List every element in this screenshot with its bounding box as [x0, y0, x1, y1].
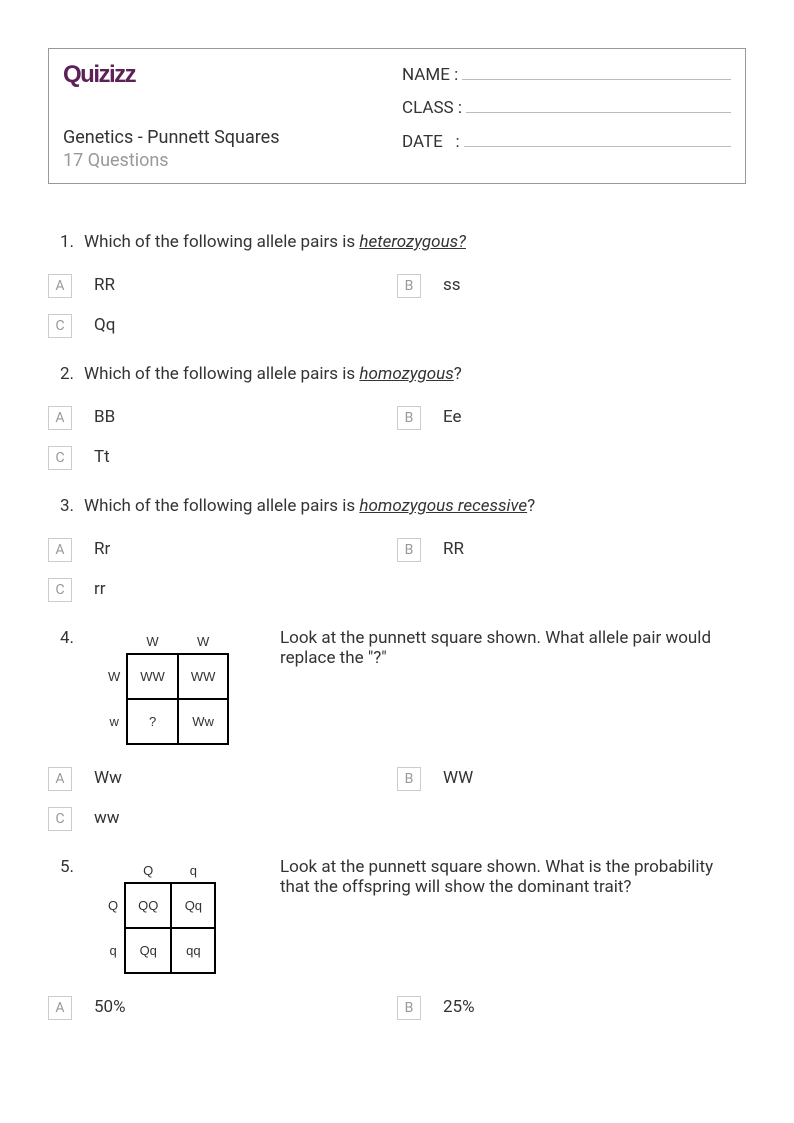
choice-a[interactable]: A Rr: [48, 538, 397, 562]
choice-text: ss: [443, 274, 461, 295]
choice-text: ww: [94, 807, 120, 828]
quizizz-logo: Quizizz: [63, 61, 392, 89]
question-text: Which of the following allele pairs is h…: [84, 232, 746, 252]
choice-b[interactable]: B Ee: [397, 406, 746, 430]
question-text: Look at the punnett square shown. What a…: [280, 628, 746, 745]
choice-text: Ww: [94, 767, 122, 788]
choice-text: rr: [94, 578, 106, 599]
choice-c[interactable]: C Tt: [48, 446, 397, 470]
question-2: 2. Which of the following allele pairs i…: [48, 364, 746, 470]
choice-letter: A: [48, 406, 72, 430]
choice-text: Ee: [443, 406, 462, 427]
choice-letter: A: [48, 767, 72, 791]
choice-a[interactable]: A Ww: [48, 767, 397, 791]
class-field: CLASS :: [402, 95, 731, 119]
worksheet-title: Genetics - Punnett Squares: [63, 127, 392, 148]
choice-letter: A: [48, 996, 72, 1020]
choice-text: Tt: [94, 446, 110, 467]
choice-letter: B: [397, 767, 421, 791]
choice-a[interactable]: A RR: [48, 274, 397, 298]
choice-letter: B: [397, 274, 421, 298]
question-5: 5. Qq QQQQq qQqqq Look at the punnett sq…: [48, 857, 746, 1020]
question-text: Which of the following allele pairs is h…: [84, 496, 746, 516]
question-3: 3. Which of the following allele pairs i…: [48, 496, 746, 602]
choice-text: RR: [94, 274, 115, 295]
choice-b[interactable]: Bss: [397, 274, 746, 298]
choice-letter: B: [397, 406, 421, 430]
question-1: 1. Which of the following allele pairs i…: [48, 232, 746, 338]
choice-text: 50%: [94, 996, 126, 1017]
choice-a[interactable]: A BB: [48, 406, 397, 430]
name-label: NAME :: [402, 65, 458, 85]
choice-text: Rr: [94, 538, 110, 559]
choice-letter: B: [397, 996, 421, 1020]
choice-text: 25%: [443, 996, 475, 1017]
question-number: 4.: [48, 628, 84, 745]
question-number: 5.: [48, 857, 84, 974]
choice-letter: A: [48, 274, 72, 298]
choice-letter: B: [397, 538, 421, 562]
date-label: DATE :: [402, 132, 460, 152]
question-number: 3.: [48, 496, 84, 516]
date-field: DATE :: [402, 128, 731, 152]
choice-b[interactable]: B RR: [397, 538, 746, 562]
choice-b[interactable]: B 25%: [397, 996, 746, 1020]
name-field: NAME :: [402, 61, 731, 85]
question-number: 1.: [48, 232, 84, 252]
choice-text: WW: [443, 767, 473, 788]
class-label: CLASS :: [402, 98, 462, 118]
question-4: 4. WW WWWWW w?Ww Look at the punnett squ…: [48, 628, 746, 831]
question-text: Look at the punnett square shown. What i…: [280, 857, 746, 974]
choice-letter: C: [48, 446, 72, 470]
choice-c[interactable]: C Qq: [48, 314, 397, 338]
question-number: 2.: [48, 364, 84, 384]
class-input-line[interactable]: [466, 95, 731, 114]
choice-text: BB: [94, 406, 115, 427]
choice-c[interactable]: Crr: [48, 578, 397, 602]
choice-letter: A: [48, 538, 72, 562]
name-input-line[interactable]: [462, 61, 731, 80]
choice-text: RR: [443, 538, 464, 559]
question-text: Which of the following allele pairs is h…: [84, 364, 746, 384]
choice-letter: C: [48, 578, 72, 602]
punnett-square-image: Qq QQQQq qQqqq: [102, 857, 262, 974]
choice-c[interactable]: Cww: [48, 807, 397, 831]
choice-letter: C: [48, 314, 72, 338]
date-input-line[interactable]: [464, 128, 731, 147]
choice-b[interactable]: B WW: [397, 767, 746, 791]
choice-a[interactable]: A 50%: [48, 996, 397, 1020]
punnett-square-image: WW WWWWW w?Ww: [102, 628, 262, 745]
choice-letter: C: [48, 807, 72, 831]
choice-text: Qq: [94, 314, 115, 335]
worksheet-header: Quizizz Genetics - Punnett Squares 17 Qu…: [48, 48, 746, 184]
question-count: 17 Questions: [63, 150, 392, 171]
